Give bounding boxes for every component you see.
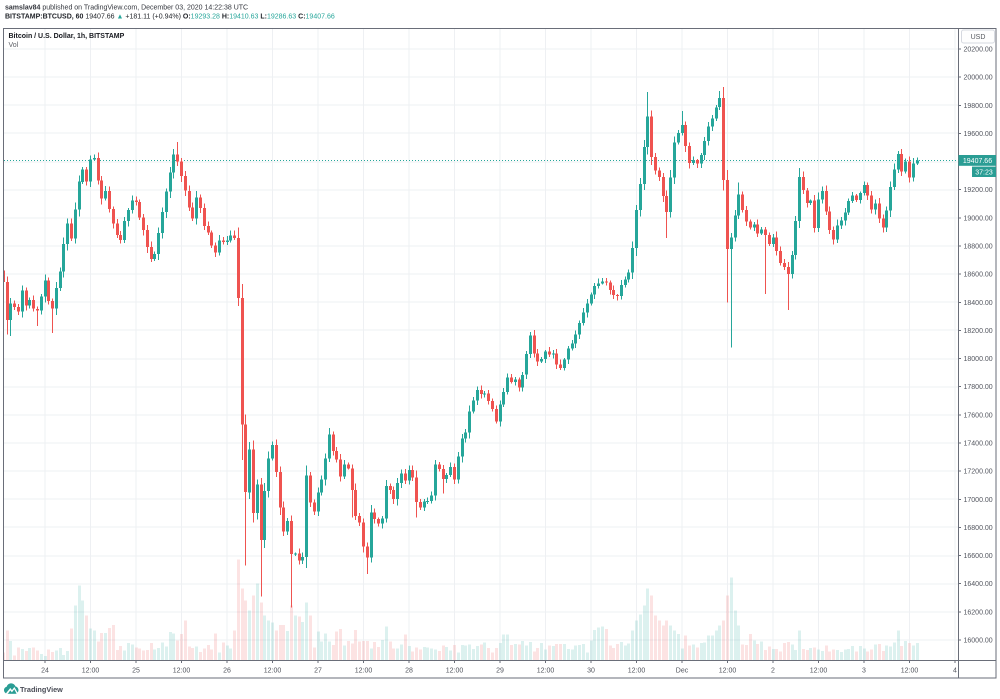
svg-text:17200.00: 17200.00 <box>964 469 993 476</box>
svg-text:18400.00: 18400.00 <box>964 300 993 307</box>
svg-text:18800.00: 18800.00 <box>964 244 993 251</box>
svg-text:Vol: Vol <box>9 42 19 49</box>
svg-text:12:00: 12:00 <box>628 668 646 675</box>
svg-text:4: 4 <box>953 668 957 675</box>
svg-text:12:00: 12:00 <box>810 668 828 675</box>
svg-text:12:00: 12:00 <box>719 668 737 675</box>
svg-text:16200.00: 16200.00 <box>964 609 993 616</box>
svg-text:19800.00: 19800.00 <box>964 103 993 110</box>
svg-text:USD: USD <box>971 34 986 41</box>
svg-text:20200.00: 20200.00 <box>964 47 993 54</box>
svg-text:samslav84 published on Trading: samslav84 published on TradingView.com, … <box>5 5 248 12</box>
svg-text:17400.00: 17400.00 <box>964 441 993 448</box>
svg-text:12:00: 12:00 <box>537 668 555 675</box>
svg-text:30: 30 <box>587 668 595 675</box>
svg-text:Bitcoin / U.S. Dollar, 1h, BIT: Bitcoin / U.S. Dollar, 1h, BITSTAMP <box>9 33 125 40</box>
svg-text:26: 26 <box>223 668 231 675</box>
svg-text:29: 29 <box>496 668 504 675</box>
svg-text:28: 28 <box>405 668 413 675</box>
svg-text:18600.00: 18600.00 <box>964 272 993 279</box>
svg-text:25: 25 <box>132 668 140 675</box>
svg-text:19407.66: 19407.66 <box>963 158 992 165</box>
svg-text:24: 24 <box>41 668 49 675</box>
svg-text:TradingView: TradingView <box>20 685 63 694</box>
svg-text:2: 2 <box>771 668 775 675</box>
svg-text:12:00: 12:00 <box>82 668 100 675</box>
svg-text:17000.00: 17000.00 <box>964 497 993 504</box>
svg-text:16400.00: 16400.00 <box>964 581 993 588</box>
svg-text:20000.00: 20000.00 <box>964 75 993 82</box>
svg-text:16600.00: 16600.00 <box>964 553 993 560</box>
svg-text:19000.00: 19000.00 <box>964 215 993 222</box>
svg-text:16000.00: 16000.00 <box>964 638 993 645</box>
svg-text:37:23: 37:23 <box>975 170 993 177</box>
svg-text:17800.00: 17800.00 <box>964 384 993 391</box>
svg-text:12:00: 12:00 <box>901 668 919 675</box>
svg-text:19600.00: 19600.00 <box>964 131 993 138</box>
svg-text:BITSTAMP:BTCUSD, 60 19407.66: BITSTAMP:BTCUSD, 60 19407.66 ▲ +181.11 (… <box>5 13 335 20</box>
svg-text:12:00: 12:00 <box>173 668 191 675</box>
svg-text:17600.00: 17600.00 <box>964 412 993 419</box>
svg-text:19200.00: 19200.00 <box>964 187 993 194</box>
svg-text:Dec: Dec <box>676 668 689 675</box>
svg-text:16800.00: 16800.00 <box>964 525 993 532</box>
svg-text:12:00: 12:00 <box>446 668 464 675</box>
svg-text:12:00: 12:00 <box>264 668 282 675</box>
svg-text:27: 27 <box>314 668 322 675</box>
svg-text:12:00: 12:00 <box>355 668 373 675</box>
svg-text:3: 3 <box>862 668 866 675</box>
svg-text:18000.00: 18000.00 <box>964 356 993 363</box>
svg-text:18200.00: 18200.00 <box>964 328 993 335</box>
